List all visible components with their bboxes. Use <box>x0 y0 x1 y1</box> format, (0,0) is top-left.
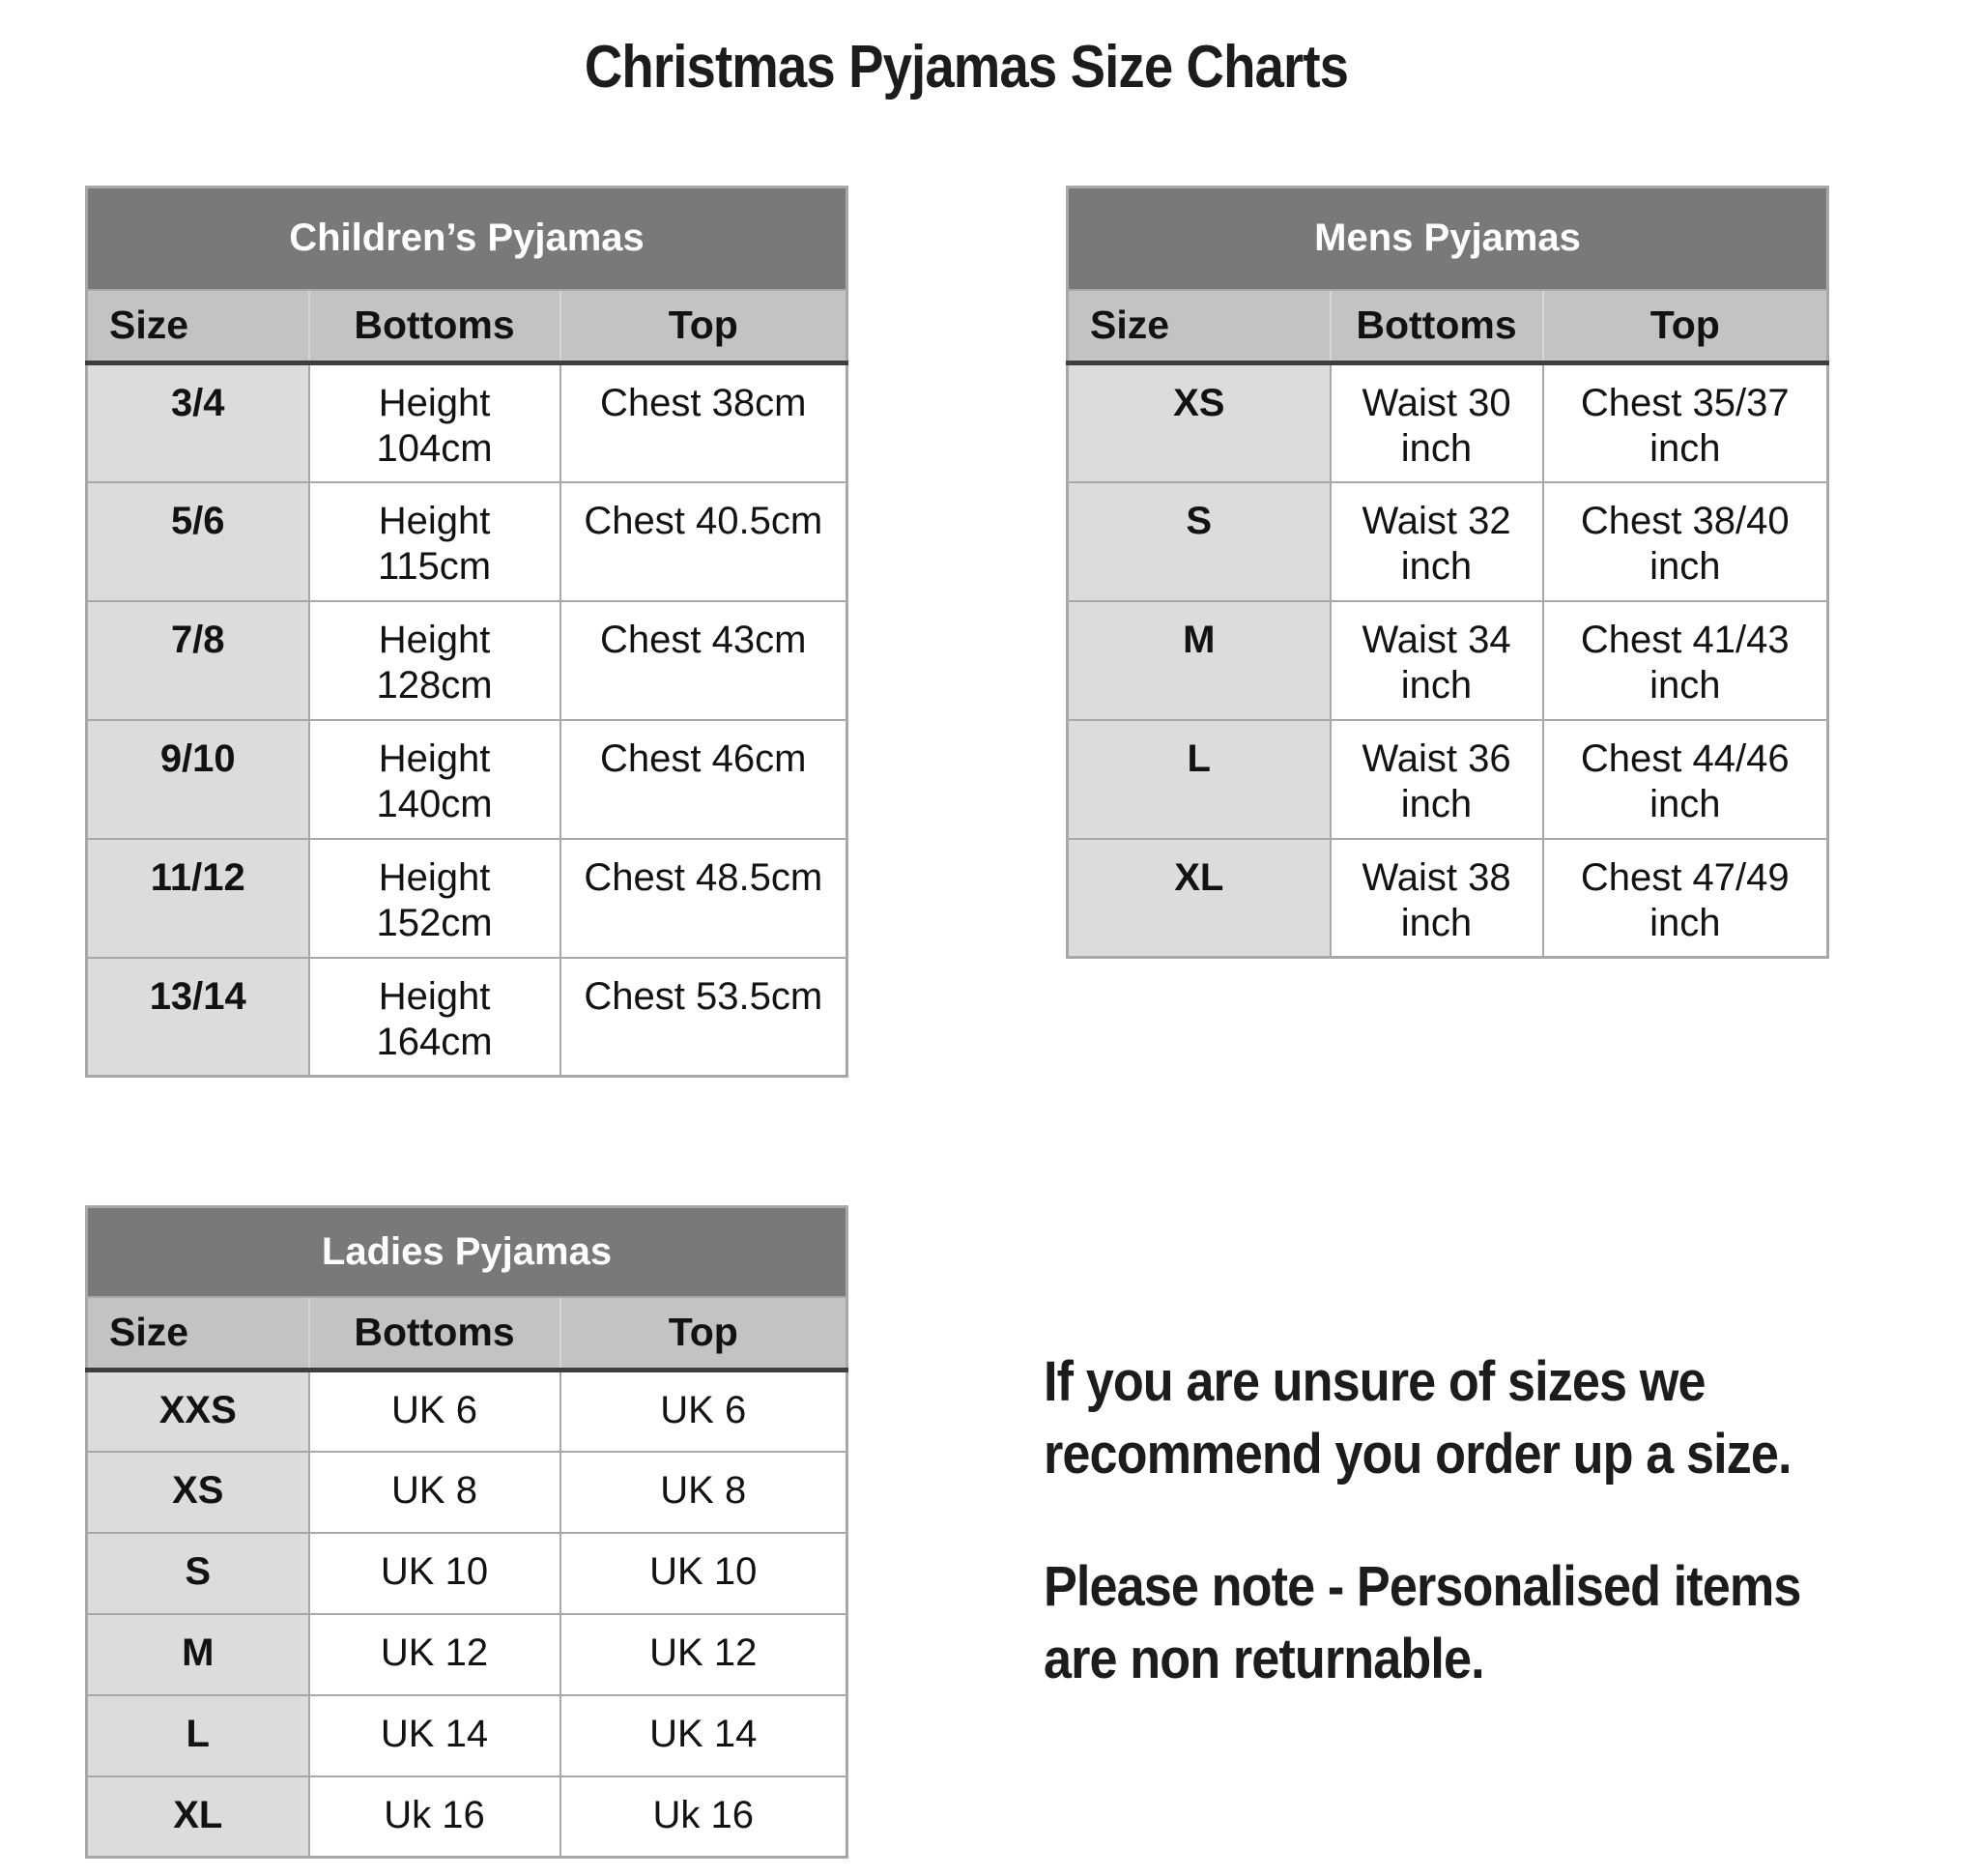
column-header-row: Size Bottoms Top <box>1066 288 1829 365</box>
table-row: 3/4 Height 104cm Chest 38cm <box>85 361 848 483</box>
children-pyjamas-table: Children’s Pyjamas Size Bottoms Top 3/4 … <box>85 186 848 1078</box>
bottoms-cell: Waist 30 inch <box>1329 361 1544 483</box>
returns-note: Please note - Personalised items are non… <box>1044 1555 1801 1690</box>
size-cell: XS <box>85 1450 310 1534</box>
top-cell: Chest 38/40 inch <box>1541 480 1829 602</box>
top-cell: Chest 47/49 inch <box>1541 837 1829 959</box>
top-cell: Chest 48.5cm <box>559 837 848 959</box>
size-cell: XXS <box>85 1369 310 1453</box>
table-title: Mens Pyjamas <box>1066 186 1829 291</box>
notes-block: If you are unsure of sizes we recommend … <box>1044 1345 1971 1695</box>
top-cell: Chest 53.5cm <box>559 956 848 1078</box>
table-title: Children’s Pyjamas <box>85 186 848 291</box>
top-cell: Uk 16 <box>559 1775 848 1859</box>
col-header-size: Size <box>1066 288 1332 365</box>
table-row: M Waist 34 inch Chest 41/43 inch <box>1066 599 1829 721</box>
table-row: L Waist 36 inch Chest 44/46 inch <box>1066 718 1829 840</box>
bottoms-cell: Height 164cm <box>307 956 561 1078</box>
top-cell: Chest 40.5cm <box>559 480 848 602</box>
top-cell: UK 6 <box>559 1369 848 1453</box>
page-title-container: Christmas Pyjamas Size Charts <box>0 33 1933 101</box>
top-cell: Chest 46cm <box>559 718 848 840</box>
ladies-pyjamas-table: Ladies Pyjamas Size Bottoms Top XXS UK 6… <box>85 1205 849 1859</box>
table-row: XL Uk 16 Uk 16 <box>85 1775 848 1859</box>
bottoms-cell: Waist 38 inch <box>1329 837 1544 959</box>
table-title-row: Mens Pyjamas <box>1066 186 1829 291</box>
bottoms-cell: Waist 36 inch <box>1329 718 1544 840</box>
col-header-bottoms: Bottoms <box>1329 288 1544 365</box>
size-cell: 5/6 <box>85 480 310 602</box>
table-row: S UK 10 UK 10 <box>85 1531 848 1615</box>
bottoms-cell: Height 152cm <box>307 837 561 959</box>
bottoms-cell: Height 115cm <box>307 480 561 602</box>
size-cell: 13/14 <box>85 956 310 1078</box>
size-cell: M <box>1066 599 1332 721</box>
table-title: Ladies Pyjamas <box>85 1205 848 1298</box>
mens-pyjamas-table: Mens Pyjamas Size Bottoms Top XS Waist 3… <box>1066 186 1830 959</box>
size-cell: 11/12 <box>85 837 310 959</box>
bottoms-cell: UK 8 <box>307 1450 561 1534</box>
top-cell: UK 14 <box>559 1693 848 1777</box>
size-cell: M <box>85 1612 310 1696</box>
bottoms-cell: Height 104cm <box>307 361 561 483</box>
table-row: XXS UK 6 UK 6 <box>85 1369 848 1453</box>
top-cell: Chest 35/37 inch <box>1541 361 1829 483</box>
size-cell: 7/8 <box>85 599 310 721</box>
size-cell: XL <box>1066 837 1332 959</box>
table-row: XS UK 8 UK 8 <box>85 1450 848 1534</box>
table-row: XS Waist 30 inch Chest 35/37 inch <box>1066 361 1829 483</box>
table-title-row: Ladies Pyjamas <box>85 1205 848 1298</box>
table-row: L UK 14 UK 14 <box>85 1693 848 1777</box>
bottoms-cell: UK 6 <box>307 1369 561 1453</box>
sizing-note: If you are unsure of sizes we recommend … <box>1044 1350 1793 1486</box>
column-header-row: Size Bottoms Top <box>85 1295 848 1372</box>
bottoms-cell: Height 140cm <box>307 718 561 840</box>
size-cell: 9/10 <box>85 718 310 840</box>
size-cell: 3/4 <box>85 361 310 483</box>
page-title: Christmas Pyjamas Size Charts <box>584 34 1349 101</box>
top-cell: UK 8 <box>559 1450 848 1534</box>
col-header-top: Top <box>559 288 848 365</box>
column-header-row: Size Bottoms Top <box>85 288 848 365</box>
top-cell: UK 10 <box>559 1531 848 1615</box>
size-cell: XS <box>1066 361 1332 483</box>
bottoms-cell: UK 10 <box>307 1531 561 1615</box>
col-header-top: Top <box>1541 288 1829 365</box>
table-row: M UK 12 UK 12 <box>85 1612 848 1696</box>
col-header-size: Size <box>85 288 310 365</box>
col-header-bottoms: Bottoms <box>307 288 561 365</box>
table-row: 13/14 Height 164cm Chest 53.5cm <box>85 956 848 1078</box>
table-row: S Waist 32 inch Chest 38/40 inch <box>1066 480 1829 602</box>
top-cell: Chest 43cm <box>559 599 848 721</box>
col-header-top: Top <box>559 1295 848 1372</box>
top-cell: Chest 38cm <box>559 361 848 483</box>
table-row: 7/8 Height 128cm Chest 43cm <box>85 599 848 721</box>
size-cell: L <box>1066 718 1332 840</box>
table-title-row: Children’s Pyjamas <box>85 186 848 291</box>
bottoms-cell: Height 128cm <box>307 599 561 721</box>
table-row: 5/6 Height 115cm Chest 40.5cm <box>85 480 848 602</box>
top-cell: Chest 41/43 inch <box>1541 599 1829 721</box>
bottoms-cell: UK 14 <box>307 1693 561 1777</box>
col-header-bottoms: Bottoms <box>307 1295 561 1372</box>
size-cell: XL <box>85 1775 310 1859</box>
bottoms-cell: UK 12 <box>307 1612 561 1696</box>
bottoms-cell: Waist 32 inch <box>1329 480 1544 602</box>
col-header-size: Size <box>85 1295 310 1372</box>
bottoms-cell: Waist 34 inch <box>1329 599 1544 721</box>
top-cell: Chest 44/46 inch <box>1541 718 1829 840</box>
table-row: XL Waist 38 inch Chest 47/49 inch <box>1066 837 1829 959</box>
top-cell: UK 12 <box>559 1612 848 1696</box>
table-row: 9/10 Height 140cm Chest 46cm <box>85 718 848 840</box>
table-row: 11/12 Height 152cm Chest 48.5cm <box>85 837 848 959</box>
size-cell: S <box>85 1531 310 1615</box>
bottoms-cell: Uk 16 <box>307 1775 561 1859</box>
size-cell: L <box>85 1693 310 1777</box>
size-cell: S <box>1066 480 1332 602</box>
